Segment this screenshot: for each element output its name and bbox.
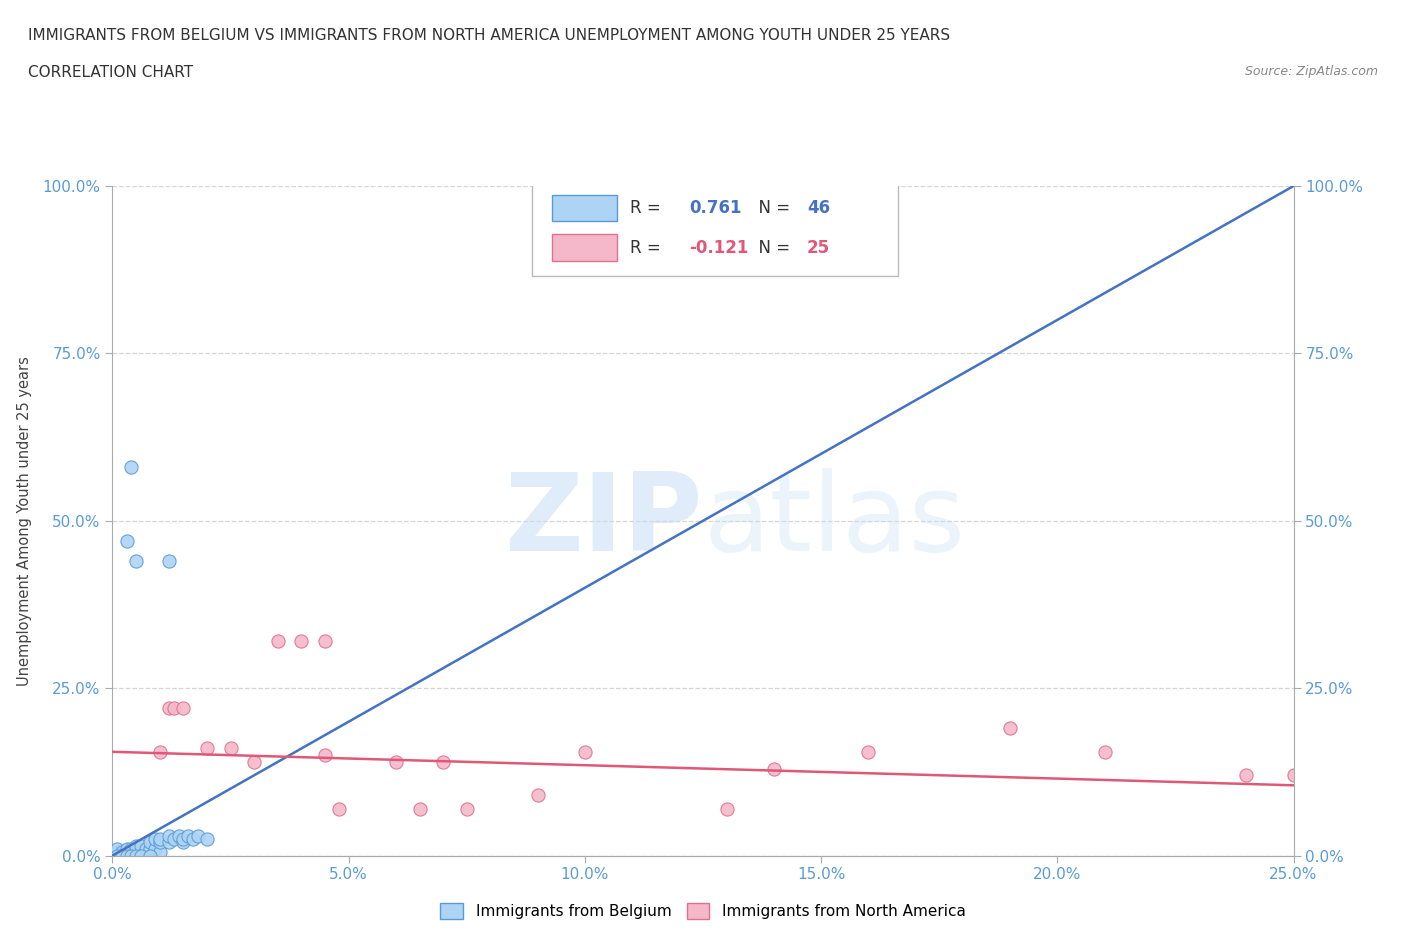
Point [139,835,162,850]
Legend: Immigrants from Belgium, Immigrants from North America: Immigrants from Belgium, Immigrants from… [434,897,972,925]
Point [149,831,172,846]
Point [432,754,454,769]
Point [105,848,128,863]
Point [115,534,138,549]
Point [111,844,134,859]
Point [163,701,186,716]
Point [129,848,152,863]
Point [1094,744,1116,759]
Point [195,831,218,846]
Point [314,748,336,763]
Point [157,828,180,843]
Point [181,831,204,846]
Point [328,802,350,817]
Text: 25: 25 [807,239,830,257]
Point [125,847,148,862]
Point [129,844,152,859]
Point [149,844,172,859]
Point [115,848,138,863]
Point [135,842,157,857]
Point [120,848,142,863]
Point [149,835,172,850]
Point [115,844,138,859]
Point [120,459,142,474]
Point [125,838,148,853]
Point [1234,768,1257,783]
Text: R =: R = [630,239,666,257]
Point [129,838,152,853]
Point [172,835,194,850]
Point [385,754,408,769]
Point [163,831,186,846]
Point [157,701,180,716]
FancyBboxPatch shape [551,234,617,261]
Text: -0.121: -0.121 [689,239,748,257]
Point [195,741,218,756]
Point [120,847,142,862]
Point [157,553,180,568]
Point [111,848,134,863]
Text: CORRELATION CHART: CORRELATION CHART [28,65,193,80]
Point [105,842,128,857]
Point [105,844,128,859]
Point [125,848,148,863]
Point [139,848,162,863]
Point [143,842,166,857]
Point [526,788,548,803]
Point [143,831,166,846]
Point [314,634,336,649]
Text: Source: ZipAtlas.com: Source: ZipAtlas.com [1244,65,1378,78]
Point [111,847,134,862]
Point [762,761,785,776]
Point [120,844,142,859]
Point [120,842,142,857]
FancyBboxPatch shape [531,179,898,276]
Point [456,802,478,817]
Point [290,634,312,649]
Point [115,842,138,857]
Point [149,744,172,759]
Point [858,744,880,759]
Point [125,842,148,857]
Point [408,802,430,817]
Point [172,701,194,716]
Point [177,828,200,843]
Y-axis label: Unemployment Among Youth under 25 years: Unemployment Among Youth under 25 years [17,356,31,685]
Point [716,802,738,817]
Point [219,741,242,756]
Point [186,828,208,843]
Text: N =: N = [748,239,796,257]
Point [998,721,1021,736]
Text: atlas: atlas [703,468,965,574]
Text: 46: 46 [807,199,830,217]
Point [125,553,148,568]
Point [139,842,162,857]
Text: R =: R = [630,199,666,217]
Point [125,844,148,859]
Point [1282,768,1305,783]
Point [172,831,194,846]
Text: 0.761: 0.761 [689,199,741,217]
Point [574,744,596,759]
Point [243,754,266,769]
Point [167,828,190,843]
FancyBboxPatch shape [551,194,617,221]
Point [267,634,290,649]
Text: ZIP: ZIP [505,468,703,574]
Point [135,844,157,859]
Text: N =: N = [748,199,796,217]
Text: IMMIGRANTS FROM BELGIUM VS IMMIGRANTS FROM NORTH AMERICA UNEMPLOYMENT AMONG YOUT: IMMIGRANTS FROM BELGIUM VS IMMIGRANTS FR… [28,28,950,43]
Point [115,847,138,862]
Point [157,835,180,850]
